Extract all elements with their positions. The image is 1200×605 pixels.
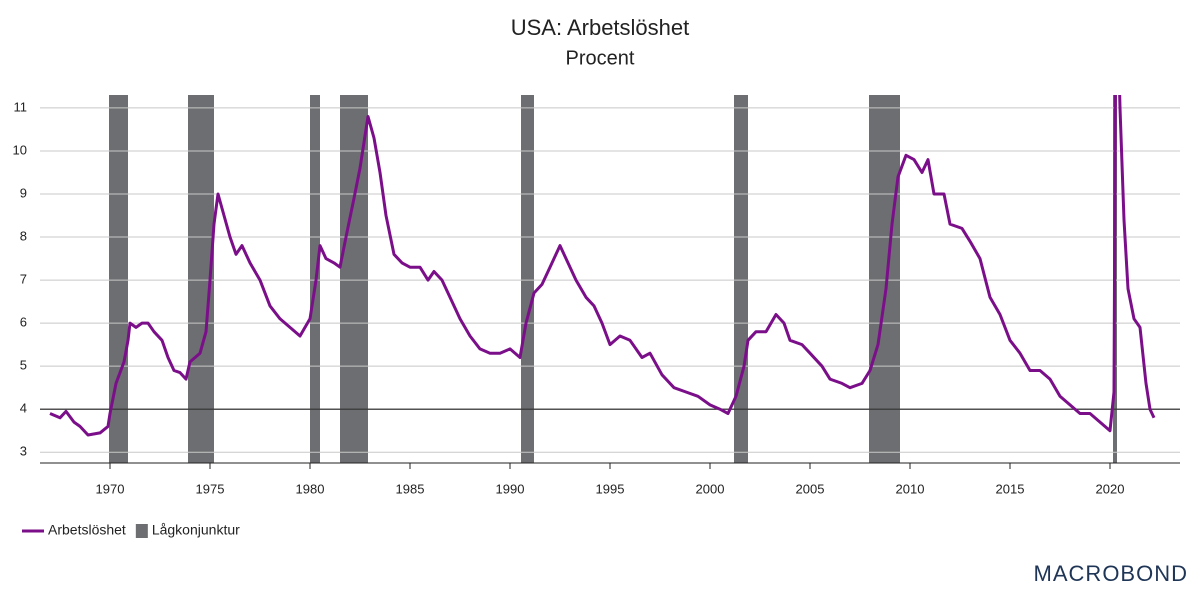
line-series (49, 95, 1156, 437)
x-tick-label: 2010 (896, 481, 925, 496)
y-tick-label: 3 (20, 444, 27, 459)
x-tick-label: 1990 (496, 481, 525, 496)
legend-swatch (135, 524, 148, 538)
x-tick-label: 1980 (296, 481, 325, 496)
chart-title: USA: Arbetslöshet (511, 15, 690, 40)
legend-label: Arbetslöshet (48, 522, 126, 538)
x-tick-label: 2000 (696, 481, 725, 496)
x-tick-label: 2015 (996, 481, 1025, 496)
recession-band (521, 95, 534, 463)
chart-subtitle: Procent (566, 47, 635, 69)
x-tick-label: 2020 (1096, 481, 1125, 496)
logo: MACROBOND (1034, 561, 1188, 586)
x-tick-label: 1975 (196, 481, 225, 496)
grid: 3 4 5 6 7 8 9 10 11 1970 1975 1980 1985 1990 1995 2000 2… (13, 99, 1180, 496)
x-tick-label: 1995 (596, 481, 625, 496)
y-tick-label: 9 (20, 185, 27, 200)
x-tick-label: 1970 (96, 481, 125, 496)
x-tick-label: 2005 (796, 481, 825, 496)
recession-band (869, 95, 900, 463)
y-tick-label: 10 (13, 142, 27, 157)
lines (49, 95, 1156, 437)
y-tick-label: 8 (20, 228, 27, 243)
y-tick-label: 11 (14, 99, 28, 114)
recession-band (734, 95, 748, 463)
x-tick-label: 1985 (396, 481, 425, 496)
y-tick-label: 7 (20, 272, 27, 287)
legend: Arbetslöshet Lågkonjunktur (22, 522, 240, 538)
y-tick-label: 5 (20, 358, 27, 373)
y-tick-label: 4 (20, 401, 27, 416)
recession-band (109, 95, 128, 463)
legend-label: Lågkonjunktur (152, 522, 240, 538)
bands (109, 95, 1117, 463)
y-tick-label: 6 (20, 315, 27, 330)
